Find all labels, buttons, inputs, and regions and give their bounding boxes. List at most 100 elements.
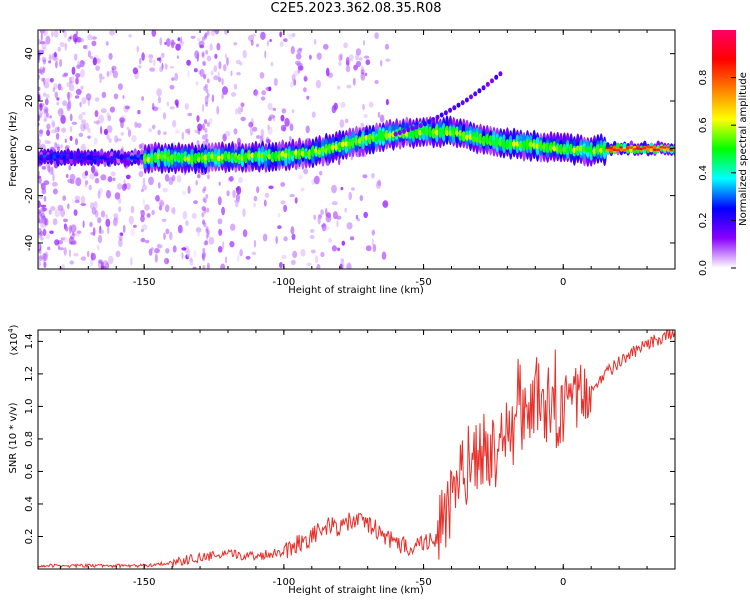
spectrogram-noise-blob [92,227,96,237]
snr-y-label: SNR (10 * v/v) [8,402,19,473]
spectrogram-noise-blob [290,226,295,235]
spectrogram-noise-blob [79,38,85,43]
spectrogram-noise-blob [74,53,78,61]
spectrogram-noise-blob [279,41,284,48]
spectrogram-branch-cell [393,131,398,137]
spectrogram-ridge-cell [109,157,115,161]
snr-y-multiplier: (x104) [7,324,20,355]
spectrogram-noise-blob [199,44,205,49]
snr-x-ticks: -150 -100 -50 0 [59,330,676,588]
spectrogram-noise-blob [99,76,105,80]
spectrogram-ridge-cell [481,136,487,142]
spectrogram-noise-blob [339,119,345,128]
spectrogram-ridge-cell [565,147,570,154]
spectrogram-noise-blob [206,78,210,84]
spectrogram-noise-blob [250,39,254,46]
spectrogram-ridge-cell [314,148,319,154]
spectrogram-ridge-cell [96,155,101,158]
spectrogram-noise-blob [75,88,82,95]
spectrogram-noise-blob [136,45,140,53]
spectrogram-noise-blob [126,126,130,131]
spectrogram-ridge-cell [454,130,460,136]
spectrogram-ridge-cell [45,157,51,161]
spectrogram-noise-blob [223,64,227,72]
spectrogram-noise-blob [159,66,163,73]
spectrogram-noise-blob [151,30,157,37]
snr-y-tick-label: 1.0 [24,398,35,414]
spectrogram-noise-blob [204,119,208,125]
spectrogram-noise-blob [255,135,261,139]
spectrogram-ridge-cell [646,145,651,148]
spectrogram-noise-blob [323,43,329,50]
spectrogram-noise-blob [217,218,223,225]
spectrogram-branch-cell [456,102,461,108]
spectrogram-noise-blob [44,115,50,119]
spectrogram-noise-blob [273,115,276,122]
spectrogram-ridge-cell [49,154,54,158]
spectrogram-noise-blob [171,77,175,81]
spectrogram-noise-blob [230,223,236,231]
spectrogram-ridge-cell [230,153,235,159]
spectrogram-ridge-cell [243,153,249,159]
spectrogram-noise-blob [142,177,146,187]
spectrogram-x-label: Height of straight line (km) [288,285,424,296]
spectrogram-noise-blob [233,128,238,135]
spectrogram-noise-blob [67,91,70,101]
chart-title: C2E5.2023.362.08.35.R08 [270,1,442,16]
spectrogram-noise-blob [362,40,366,46]
spectrogram-noise-blob [240,116,246,122]
spectrogram-noise-blob [65,174,69,178]
spectrogram-noise-blob [208,118,213,124]
spectrogram-noise-blob [38,195,43,199]
spectrogram-branch-cell [448,107,453,113]
spectrogram-noise-blob [338,157,341,166]
spectrogram-noise-blob [52,188,58,195]
spectrogram-noise-blob [43,118,47,122]
colorbar-ticks: 0.0 0.2 0.4 0.6 0.8 [698,70,736,276]
spectrogram-noise-blob [164,63,168,70]
spectrogram-noise-blob [360,72,366,81]
spectrogram-noise-blob [81,111,86,116]
spectrogram-noise-blob [38,129,43,137]
spectrogram-ridge-cell [464,134,470,141]
spectrogram-noise-blob [156,57,161,61]
spectrogram-noise-blob [235,108,238,115]
spectrogram-noise-blob [54,126,59,133]
spectrogram-noise-blob [57,107,64,117]
spectrogram-noise-blob [84,184,88,188]
spectrogram-noise-blob [170,65,174,69]
spectrogram-noise-blob [71,66,76,75]
spectrogram-noise-blob [57,204,64,212]
spectrogram-noise-blob [340,101,346,108]
spectrogram-noise-blob [91,165,96,174]
spectrogram-noise-blob [170,39,175,49]
spectrogram-ridge-cell [609,148,614,153]
spectrogram-ridge-cell [166,156,171,162]
spectrogram-noise-blob [163,257,170,265]
spectrogram-ridge-cell [200,155,205,161]
spectrogram-ridge-cell [451,131,456,137]
spectrogram-noise-blob [181,252,184,260]
spectrogram-y-ticks: -40 -20 0 20 40 [24,47,675,251]
spectrogram-noise-blob [172,119,177,128]
spectrogram-noise-blob [303,168,309,175]
spectrogram-ridge-cell [515,141,520,147]
spectrogram-noise-blob [365,59,371,66]
spectrogram-noise-blob [117,183,123,190]
spectrogram-noise-blob [348,54,354,62]
spectrogram-ridge-cell [532,142,537,148]
spectrogram-noise-blob [90,258,94,267]
spectrogram-ridge-cell [495,140,500,146]
spectrogram-ridge-cell [367,134,373,140]
spectrogram-noise-blob [52,87,56,93]
spectrogram-ridge-cell [562,146,567,153]
spectrogram-noise-blob [217,71,220,78]
spectrogram-noise-blob [114,135,118,144]
spectrogram-noise-blob [202,60,206,66]
spectrogram-ridge-cell [106,157,111,161]
spectrogram-noise-blob [208,236,215,245]
spectrogram-branch-cell [397,130,402,136]
spectrogram-noise-blob [352,77,356,86]
spectrogram-ridge-cell [538,142,544,149]
spectrogram-noise-blob [53,83,58,90]
